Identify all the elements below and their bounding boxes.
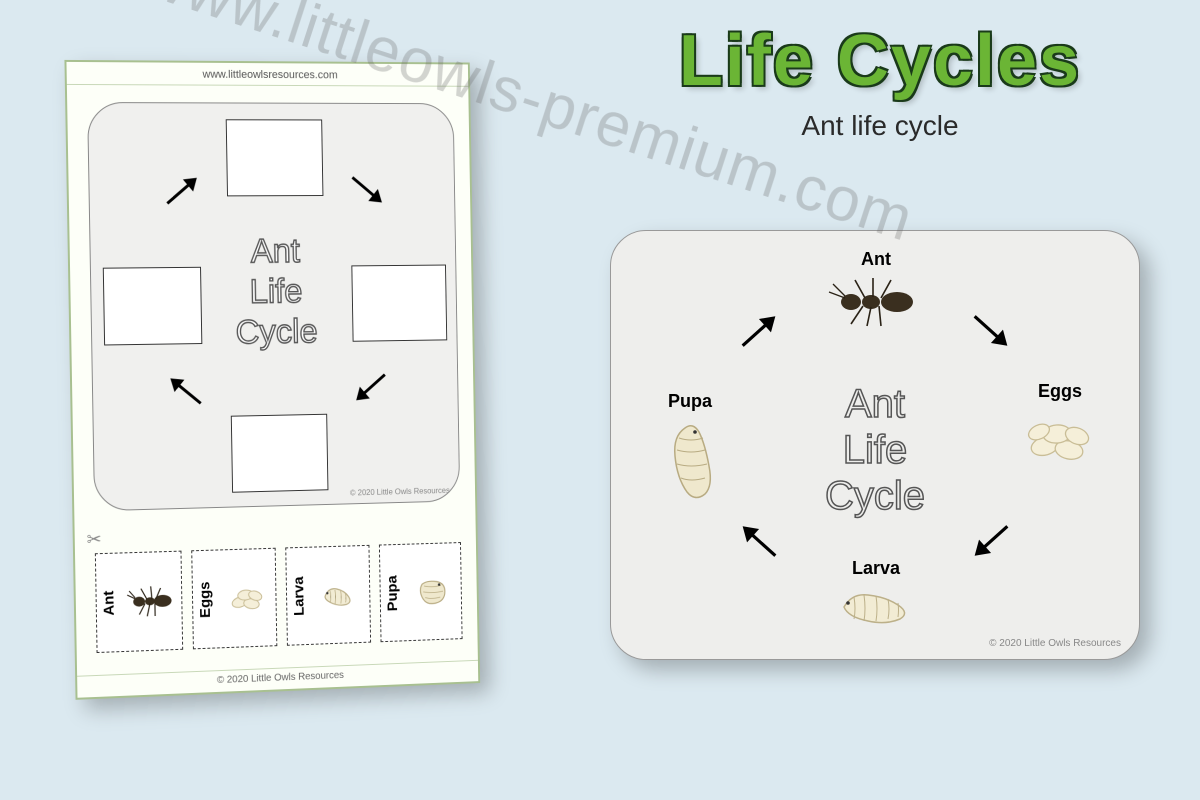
ws-arrow-icon <box>147 352 224 430</box>
subtitle: Ant life cycle <box>620 110 1140 142</box>
eggs-icon <box>217 577 276 618</box>
cutout-larva: Larva <box>285 545 370 646</box>
larva-icon <box>311 574 369 615</box>
worksheet-header-url: www.littleowlsresources.com <box>66 62 468 87</box>
card-copyright: © 2020 Little Owls Resources <box>989 638 1121 649</box>
worksheet-page: www.littleowlsresources.com Ant Life Cyc… <box>64 60 480 700</box>
stage-label: Larva <box>811 558 941 579</box>
ws-arrow-icon <box>333 349 408 426</box>
stage-ant: Ant <box>811 249 941 330</box>
scissors-icon: ✂ <box>87 529 102 550</box>
cutout-eggs: Eggs <box>191 548 278 650</box>
worksheet-slot-left <box>103 267 203 346</box>
cutout-label: Pupa <box>380 575 404 612</box>
main-title: Life Cycles <box>620 20 1140 102</box>
stage-label: Eggs <box>1005 381 1115 402</box>
stage-pupa: Pupa <box>635 391 745 506</box>
worksheet-cycle-panel: Ant Life Cycle © 2020 Little Owls Resour… <box>87 102 460 511</box>
cutout-ant: Ant <box>95 551 183 653</box>
worksheet-slot-top <box>226 119 324 196</box>
stage-label: Ant <box>811 249 941 270</box>
worksheet-footer-copyright: © 2020 Little Owls Resources <box>77 660 478 692</box>
stage-larva: Larva <box>811 558 941 631</box>
cutout-label: Eggs <box>192 581 217 618</box>
larva-icon <box>811 583 941 631</box>
pupa-icon <box>404 571 462 612</box>
cutout-row: Ant Eggs <box>95 542 463 653</box>
cutout-label: Larva <box>287 576 312 616</box>
eggs-icon <box>1005 406 1115 470</box>
cutout-pupa: Pupa <box>378 542 462 642</box>
card-arrow-icon <box>719 291 798 370</box>
stage-eggs: Eggs <box>1005 381 1115 470</box>
cycle-card: Ant Life Cycle Ant Eggs <box>610 230 1140 660</box>
ant-icon <box>121 579 181 623</box>
stage-label: Pupa <box>635 391 745 412</box>
cutout-label: Ant <box>96 590 121 616</box>
pupa-icon <box>635 416 745 506</box>
ws-arrow-icon <box>143 151 220 229</box>
worksheet-panel-copyright: © 2020 Little Owls Resources <box>350 486 450 497</box>
ant-icon <box>811 274 941 330</box>
card-arrow-icon <box>951 291 1030 370</box>
worksheet-slot-bottom <box>231 414 329 493</box>
title-area: Life Cycles Ant life cycle <box>620 20 1140 142</box>
ws-arrow-icon <box>330 151 405 228</box>
worksheet-slot-right <box>351 265 447 342</box>
